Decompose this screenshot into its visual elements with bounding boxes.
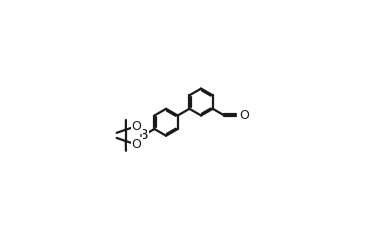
Text: O: O	[132, 120, 142, 133]
Text: B: B	[139, 128, 148, 142]
Text: O: O	[132, 138, 142, 151]
Text: O: O	[239, 109, 249, 122]
